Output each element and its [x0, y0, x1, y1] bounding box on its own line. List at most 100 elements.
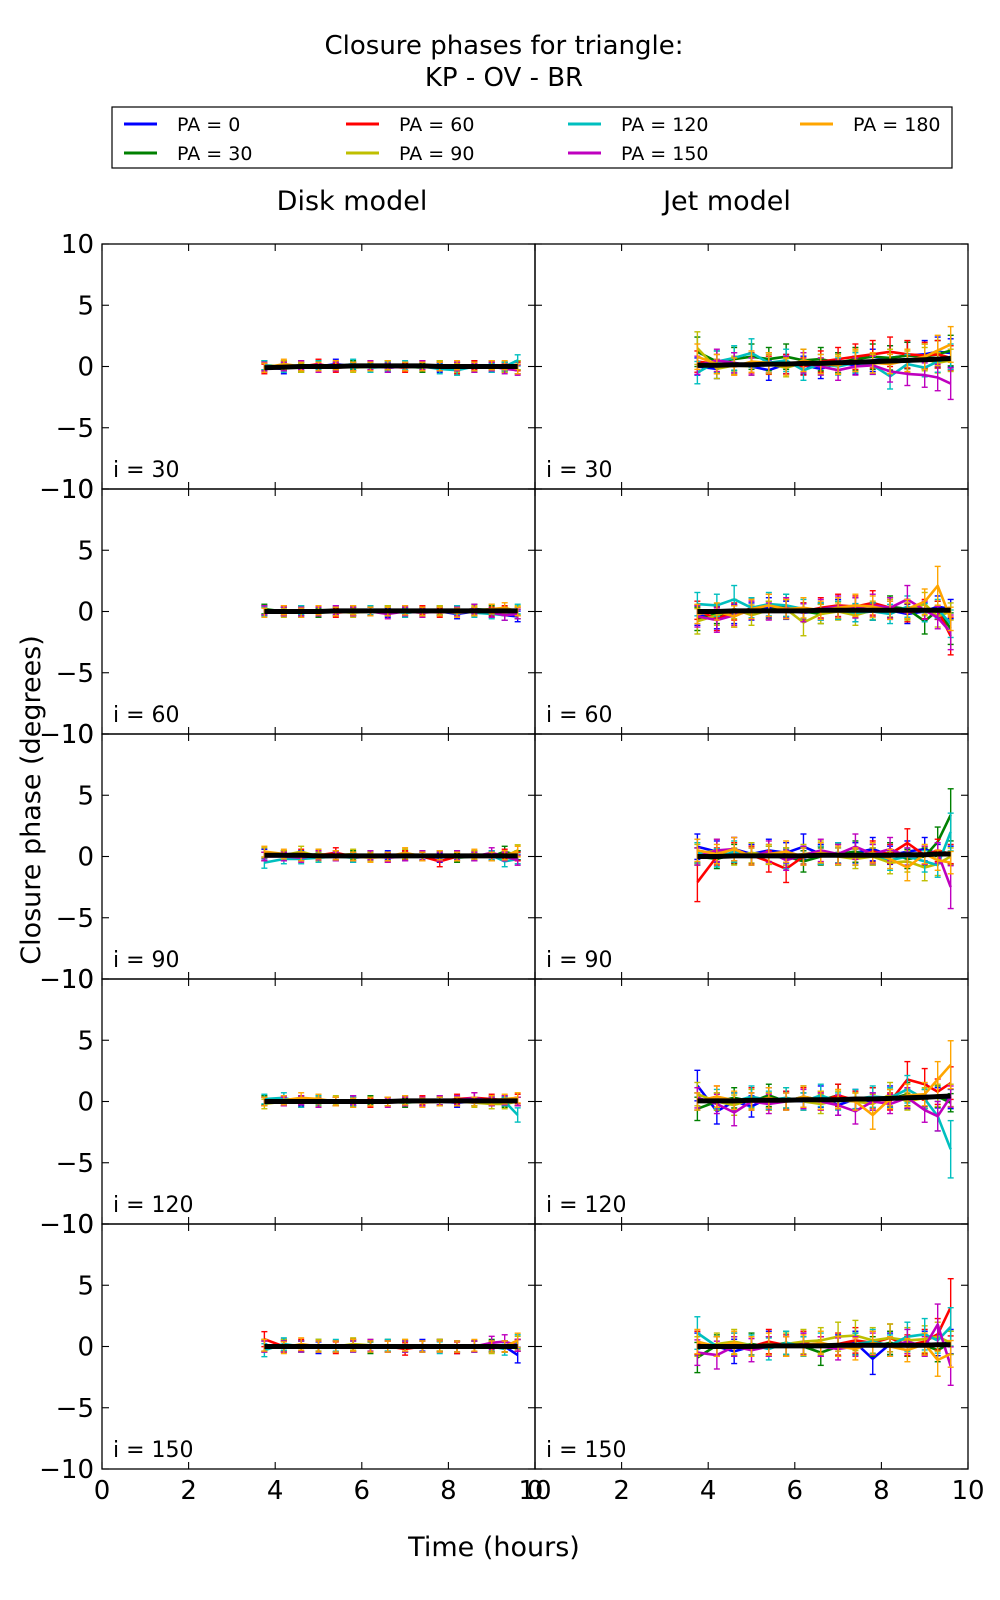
panel: −10 −5 0 5 10 i = 120 — [39, 965, 536, 1240]
legend-frame — [111, 106, 953, 169]
panel: −10 −5 0 5 10 i = 30 — [39, 230, 536, 505]
error-bar — [947, 1040, 954, 1090]
y-tick-label: 0 — [77, 353, 94, 383]
x-tick-label: 0 — [527, 1476, 544, 1506]
reference-line — [697, 851, 951, 859]
reference-line — [264, 608, 518, 614]
y-tick-label: −10 — [39, 1455, 94, 1485]
panel: i = 60 — [534, 488, 969, 735]
error-bar — [817, 1330, 824, 1356]
y-tick-label: −5 — [56, 414, 94, 444]
panel-inclination-label: i = 90 — [113, 948, 180, 973]
error-bar — [800, 1085, 807, 1108]
x-tick-label: 2 — [613, 1476, 630, 1506]
error-bar — [921, 343, 928, 371]
error-bar — [261, 1096, 268, 1107]
legend-entry: PA = 180 — [800, 114, 941, 136]
y-tick-label: 10 — [61, 720, 94, 750]
x-axis-label: Time (hours) — [407, 1532, 580, 1563]
legend-label: PA = 150 — [621, 143, 709, 165]
error-bar — [947, 367, 954, 401]
series — [694, 584, 954, 651]
x-tick-label: 10 — [951, 1476, 984, 1506]
reference-line — [697, 1342, 951, 1349]
y-tick-label: 0 — [77, 1333, 94, 1363]
legend-entry: PA = 30 — [124, 143, 252, 165]
y-tick-label: 5 — [77, 536, 94, 566]
error-bar — [731, 1330, 738, 1356]
y-tick-label: 5 — [77, 1271, 94, 1301]
x-tick-label: 10 — [518, 1476, 551, 1506]
legend-entry: PA = 0 — [124, 114, 240, 136]
error-bar — [694, 838, 701, 863]
y-tick-label: 5 — [77, 291, 94, 321]
x-tick-label: 4 — [700, 1476, 717, 1506]
reference-line — [697, 607, 951, 614]
y-tick-label: 0 — [77, 598, 94, 628]
error-bar — [694, 862, 701, 903]
y-tick-label: −10 — [39, 965, 94, 995]
chart-title-line-2: KP - OV - BR — [425, 63, 583, 93]
legend-label: PA = 0 — [177, 114, 240, 136]
legend-label: PA = 180 — [853, 114, 941, 136]
y-tick-label: 10 — [61, 230, 94, 260]
legend-entries: PA = 0 PA = 30 PA = 60 PA = 90 PA = 120 PA = … — [124, 114, 941, 165]
x-tick-label: 8 — [873, 1476, 890, 1506]
x-tick-label: 8 — [440, 1476, 457, 1506]
y-tick-label: 10 — [61, 475, 94, 505]
legend-entry: PA = 150 — [568, 143, 709, 165]
series — [694, 833, 954, 910]
y-tick-label: −5 — [56, 1149, 94, 1179]
error-bar — [934, 565, 941, 606]
error-bar — [261, 1338, 268, 1352]
error-bar — [800, 597, 807, 619]
series — [694, 812, 954, 878]
y-tick-label: −10 — [39, 1210, 94, 1240]
error-bar — [921, 1081, 928, 1107]
y-tick-label: 0 — [77, 843, 94, 873]
x-tick-label: 6 — [354, 1476, 371, 1506]
error-bar — [887, 353, 894, 375]
y-tick-label: −5 — [56, 1394, 94, 1424]
x-tick-label: 2 — [180, 1476, 197, 1506]
x-tick-label: 0 — [94, 1476, 111, 1506]
error-bar — [800, 348, 807, 373]
error-bar — [947, 325, 954, 363]
legend-entry: PA = 60 — [346, 114, 474, 136]
panel: i = 120 — [534, 978, 969, 1225]
reference-line — [697, 1093, 951, 1104]
column-title-jet: Jet model — [661, 186, 791, 217]
legend-entry: PA = 120 — [568, 114, 709, 136]
legend-label: PA = 90 — [399, 143, 474, 165]
series — [694, 838, 954, 882]
legend-entry: PA = 90 — [346, 143, 474, 165]
series — [261, 1332, 521, 1355]
error-bar — [713, 1085, 720, 1108]
panel-inclination-label: i = 150 — [546, 1438, 627, 1463]
error-bar — [514, 1107, 521, 1123]
series-line — [697, 1095, 952, 1118]
error-bar — [748, 350, 755, 373]
y-tick-label: −10 — [39, 475, 94, 505]
y-tick-label: 10 — [61, 1210, 94, 1240]
panel: 0 2 4 6 8 10 i = 150 — [527, 1223, 985, 1506]
panel-inclination-label: i = 150 — [113, 1438, 194, 1463]
panel: −10 −5 0 5 10 i = 90 — [39, 720, 536, 995]
legend-label: PA = 120 — [621, 114, 709, 136]
error-bar — [261, 362, 268, 373]
reference-line — [697, 356, 951, 368]
panel-inclination-label: i = 60 — [113, 703, 180, 728]
legend-label: PA = 60 — [399, 114, 474, 136]
reference-line — [264, 363, 518, 371]
error-bar — [261, 607, 268, 618]
panel-inclination-label: i = 60 — [546, 703, 613, 728]
panel: −10 −5 0 5 10 i = 60 — [39, 475, 536, 750]
error-bar — [869, 595, 876, 618]
panel-inclination-label: i = 120 — [546, 1193, 627, 1218]
y-tick-label: 5 — [77, 1026, 94, 1056]
error-bar — [904, 1337, 911, 1363]
panel: i = 90 — [534, 733, 969, 980]
error-bar — [887, 848, 894, 870]
